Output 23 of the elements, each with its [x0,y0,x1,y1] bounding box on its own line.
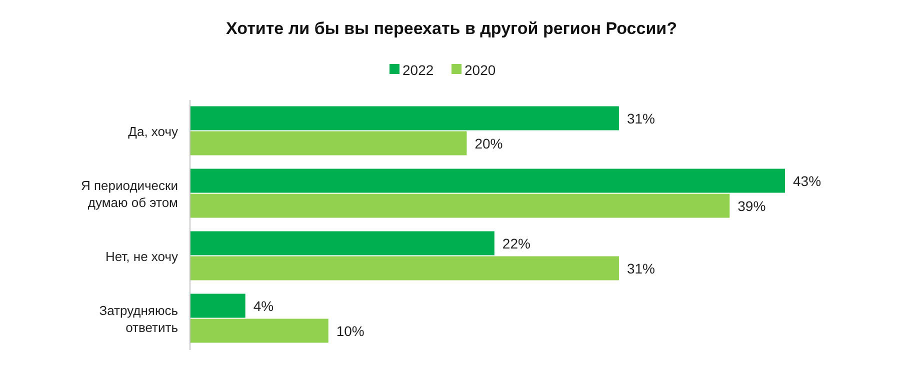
bar [190,318,328,343]
data-label: 43% [793,173,822,190]
data-label: 31% [626,260,655,277]
bar [190,106,619,130]
data-label: 4% [253,298,274,314]
legend-label: 2020 [464,62,496,78]
bar [190,256,619,280]
y-tick-label: Я периодически думаю об этом [80,178,178,210]
chart-title: Хотите ли бы вы переехать в другой регион России? [226,19,677,38]
bar [190,131,467,156]
bar [190,231,494,256]
y-tick-label: Затрудняюсь ответить [99,302,178,335]
data-label: 39% [738,198,766,214]
bar [190,194,730,218]
bar [190,294,246,318]
legend-label: 2022 [402,62,434,78]
bar [190,168,785,193]
y-tick-label: Нет, не хочу [105,248,178,264]
data-label: 20% [474,136,503,152]
data-label: 10% [336,323,364,340]
data-label: 22% [502,236,530,252]
data-label: 31% [626,110,655,127]
y-tick-label: Да, хочу [128,124,178,139]
